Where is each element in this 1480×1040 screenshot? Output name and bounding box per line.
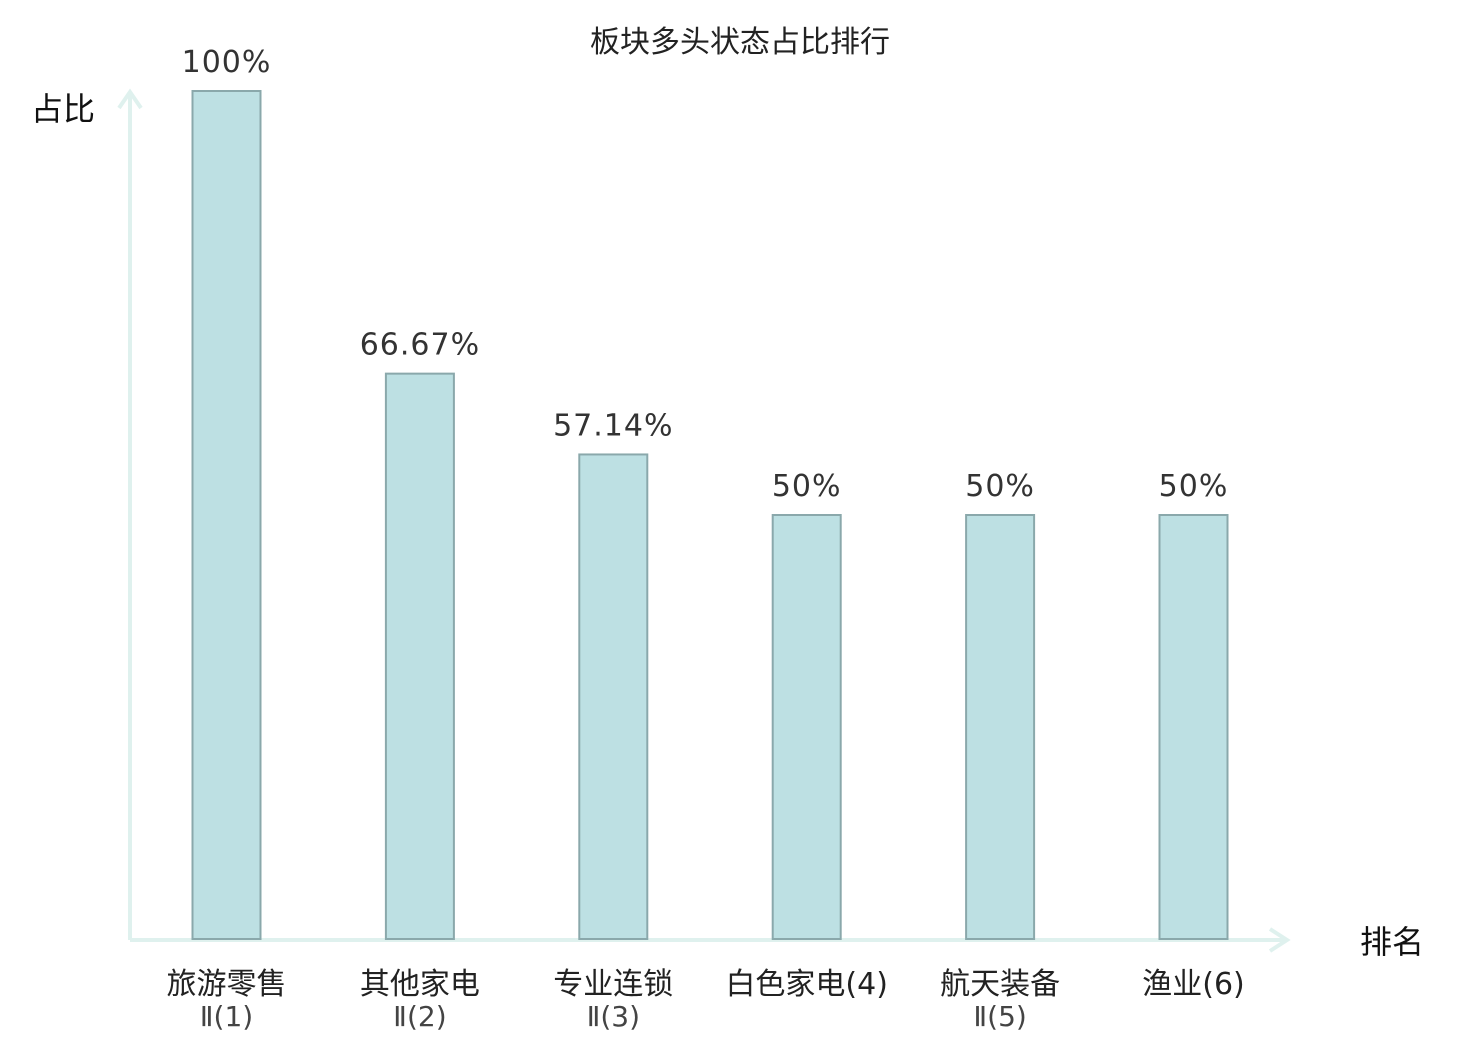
category-label-sub: Ⅱ(2) xyxy=(393,1000,446,1033)
category-label: 其他家电 xyxy=(360,967,480,1002)
value-labels-group: 100% 66.67% 57.14% 50% 50% 50% xyxy=(182,45,1229,504)
bar xyxy=(578,453,649,940)
category-label: 旅游零售 xyxy=(167,967,287,1002)
bars-group xyxy=(191,90,1229,940)
category-label: 专业连锁 xyxy=(553,967,673,1002)
bar xyxy=(771,514,842,940)
bar xyxy=(384,372,455,940)
chart-title: 板块多头状态占比排行 xyxy=(590,25,890,60)
category-label: 渔业(6) xyxy=(1142,967,1245,1002)
bar-value-label: 50% xyxy=(1159,469,1229,504)
bar-value-label: 50% xyxy=(772,469,842,504)
bar-value-label: 100% xyxy=(182,45,272,80)
x-axis-arrow-icon xyxy=(1268,927,1291,953)
y-axis-arrow-icon xyxy=(117,88,143,110)
bar xyxy=(1158,514,1229,940)
x-axis xyxy=(130,927,1291,953)
category-label: 航天装备 xyxy=(940,967,1060,1002)
bar xyxy=(965,514,1036,940)
y-axis xyxy=(117,88,143,940)
category-label: 白色家电(4) xyxy=(725,967,888,1002)
category-label-sub: Ⅱ(5) xyxy=(973,1000,1026,1033)
x-axis-label: 排名 xyxy=(1360,923,1424,961)
category-label-sub: Ⅱ(3) xyxy=(587,1000,640,1033)
y-axis-label: 占比 xyxy=(31,90,95,128)
bar-value-label: 57.14% xyxy=(553,408,673,443)
bar-value-label: 66.67% xyxy=(360,328,480,363)
category-label-sub: Ⅱ(1) xyxy=(200,1000,253,1033)
bar xyxy=(191,90,262,940)
bar-value-label: 50% xyxy=(965,469,1035,504)
